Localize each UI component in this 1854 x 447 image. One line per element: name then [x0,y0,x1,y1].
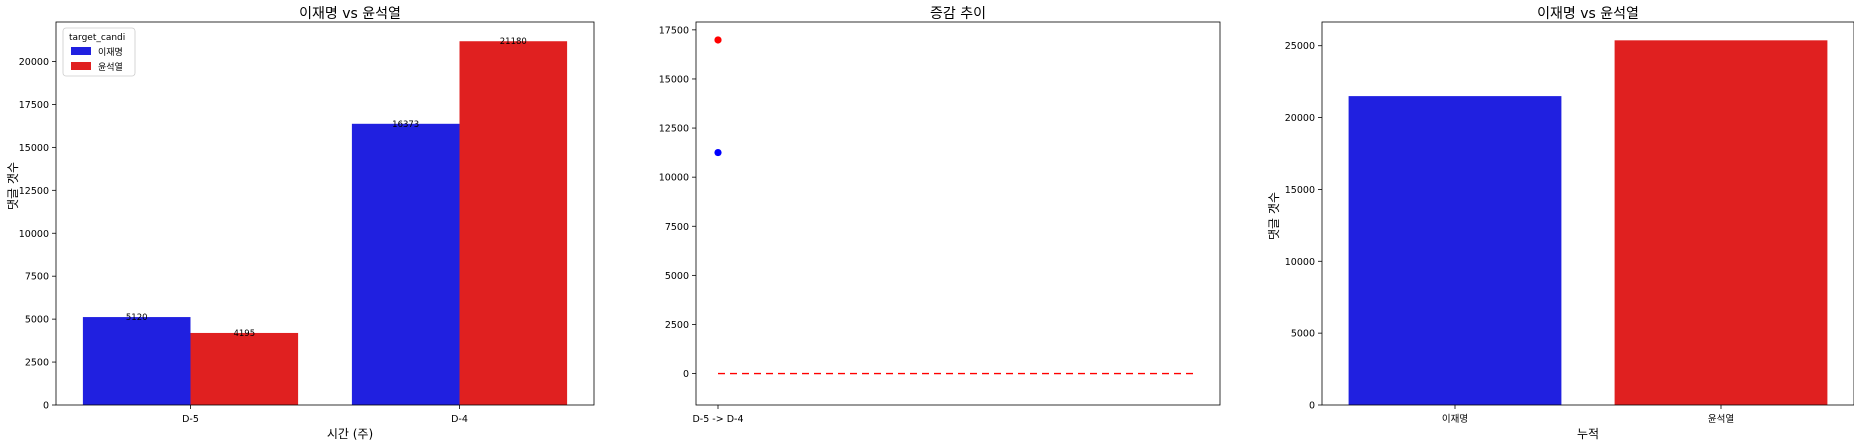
chart-title: 이재명 vs 윤석열 [299,6,401,22]
y-tick-label: 15000 [19,143,49,154]
y-tick-label: 7500 [665,222,689,233]
chart-title: 증감 추이 [930,6,986,22]
y-tick-label: 15000 [1285,185,1315,196]
legend-title: target_candi [69,33,125,43]
y-tick-label: 2500 [25,358,49,369]
y-tick-label: 7500 [25,272,49,283]
bar [459,41,568,406]
y-tick-label: 5000 [25,315,49,326]
data-label: 5120 [126,313,148,323]
bar [1614,40,1828,405]
data-label: 16373 [392,120,419,130]
data-label: 4195 [233,329,255,339]
y-tick-label: 12500 [19,186,49,197]
y-tick-label: 25000 [1285,41,1315,52]
x-tick-label: D-5 -> D-4 [692,414,743,425]
scatter-point [714,148,722,157]
legend-swatch-2 [71,62,91,70]
legend: target_candi 이재명 윤석열 [62,27,136,77]
comparison-bar-chart: 이재명 vs 윤석열 시간 (주) 댓글 갯수 5120 4195 16373 211… [6,6,595,441]
legend-swatch-1 [71,47,91,55]
y-tick-label: 5000 [1291,329,1315,340]
y-tick-label: 17500 [659,25,689,36]
plot-frame [695,21,1221,406]
cumulative-bar-chart: 이재명 vs 윤석열 누적 댓글 갯수 0 5000 10000 15000 20000… [1267,6,1854,441]
y-tick-label: 0 [43,401,49,412]
y-tick-label: 17500 [19,100,49,111]
bar [1348,96,1562,405]
y-tick-label: 10000 [659,173,689,184]
bar [190,332,299,405]
y-tick-label: 10000 [1285,257,1315,268]
trend-scatter-chart: 증감 추이 025005000750010000125001500017500 … [659,6,1221,425]
x-tick-label: D-4 [451,414,468,425]
legend-label-1: 이재명 [98,47,123,58]
bar [82,317,191,405]
plot-frame [1321,21,1854,406]
y-axis-label: 댓글 갯수 [1267,192,1281,240]
y-axis-label: 댓글 갯수 [6,162,20,210]
x-tick-label: D-5 [182,414,199,425]
y-tick-label: 0 [1309,401,1315,412]
y-tick-label: 15000 [659,74,689,85]
y-tick-label: 20000 [1285,113,1315,124]
bar [351,123,460,405]
data-label: 21180 [500,37,527,47]
scatter-point [714,36,722,44]
x-axis-label: 누적 [1577,427,1599,441]
y-tick-label: 0 [683,369,689,380]
y-tick-label: 12500 [659,124,689,135]
y-tick-label: 20000 [19,57,49,68]
x-tick-label: 윤석열 [1708,414,1734,425]
x-axis-label: 시간 (주) [327,427,373,441]
y-tick-label: 5000 [665,271,689,282]
plot-frame [55,21,595,406]
legend-label-2: 윤석열 [98,62,123,73]
y-tick-label: 2500 [665,320,689,331]
y-tick-label: 10000 [19,229,49,240]
x-tick-label: 이재명 [1442,414,1468,425]
chart-title: 이재명 vs 윤석열 [1537,6,1639,22]
